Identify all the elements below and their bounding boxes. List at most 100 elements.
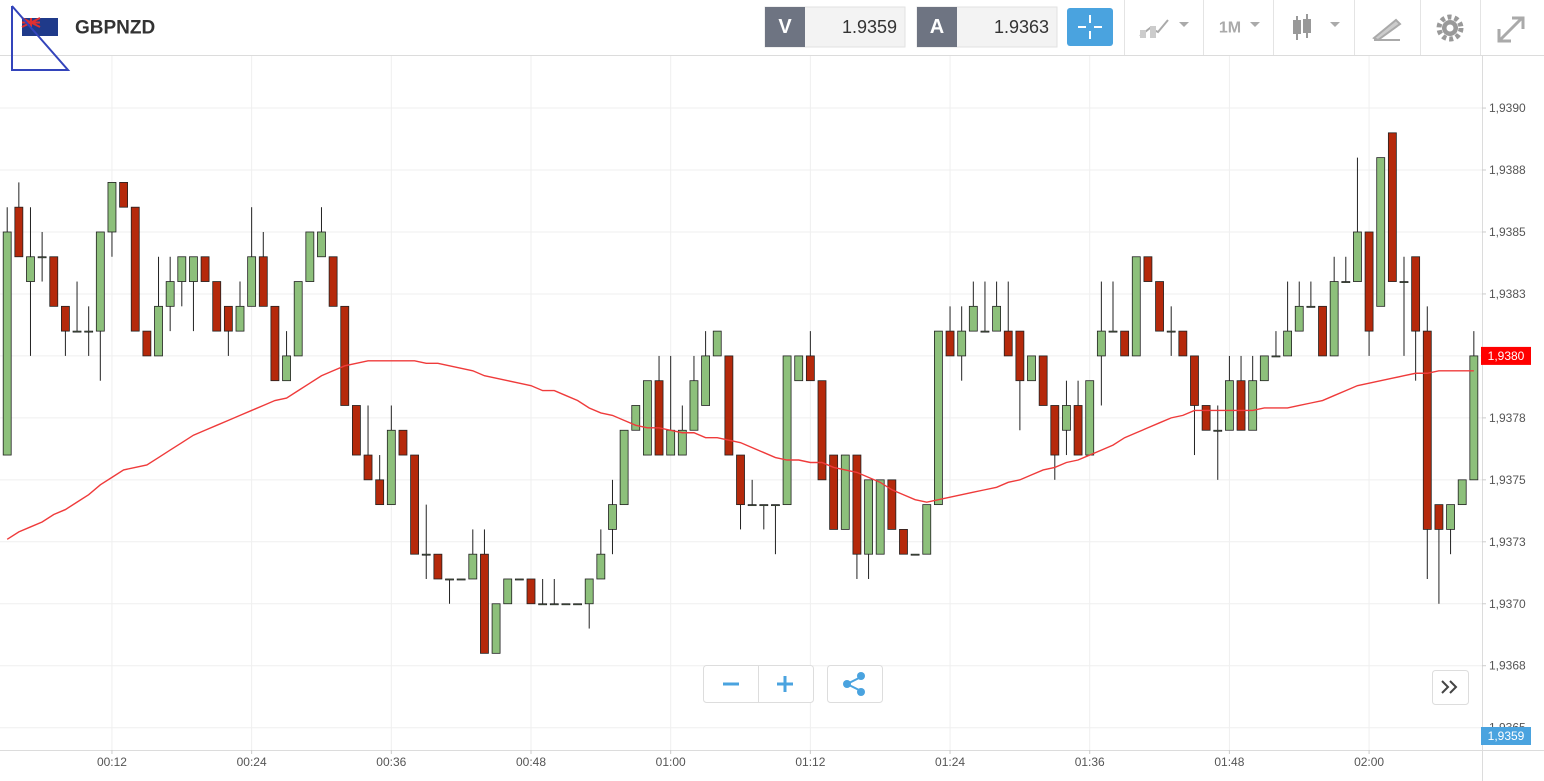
candle [503,578,513,605]
candle [934,330,943,506]
ask-price: 1.9363 [994,17,1049,37]
candle-body [142,330,152,357]
candle-body [72,330,82,333]
candle-body [1318,305,1327,357]
candle [724,355,734,456]
y-tick-label: 1,9385 [1489,225,1526,239]
candle-body [282,355,291,382]
toolbar-separators [1124,0,1481,55]
candle-body [1062,405,1071,431]
candle-body [177,256,187,282]
candle-body [1178,330,1188,357]
bars-icon [1140,30,1146,38]
candle-body [165,281,175,307]
candle-body [608,504,617,530]
candle [910,553,920,556]
candle [293,281,303,357]
share-button[interactable] [843,672,865,696]
flag-icon [11,5,71,71]
candle-body [747,504,757,507]
candle-body [840,454,850,530]
candle-body [410,454,420,555]
candle-body [1108,330,1118,333]
candle-body [1399,281,1409,283]
candle [456,578,466,581]
plot-area [0,56,1482,750]
candle-body [340,305,350,406]
dropdown-arrow [1330,22,1340,27]
candle [561,603,571,606]
candle [1318,305,1327,357]
candle-body [992,305,1001,332]
x-tick-label: 00:24 [237,755,267,769]
candle [759,504,769,530]
x-tick-label: 01:24 [935,755,965,769]
fullscreen-button[interactable] [1497,16,1525,43]
candle [584,578,594,629]
candle [514,578,524,581]
candle-body [1073,405,1083,456]
candle-body [328,256,338,307]
candle-body [1038,355,1048,406]
candle [72,281,82,333]
candle [189,256,198,332]
candle-body [445,578,454,581]
draw-button[interactable] [1372,18,1402,42]
candle [84,306,94,356]
candle-body [491,603,501,654]
candle-body [200,256,210,282]
ask-label: A [930,16,944,38]
candle [177,256,187,307]
candle-body [945,330,955,357]
candle-body [154,305,163,357]
candle-body [258,256,268,307]
settings-button[interactable] [1436,14,1464,42]
candle [538,578,548,606]
candle [945,306,955,357]
candle [119,182,128,208]
axes: 1,93651,93681,93701,93731,93751,93781,93… [97,101,1531,769]
candle-body [899,529,908,555]
candle [1166,306,1176,356]
candle-body [677,429,687,456]
candle-body [1096,330,1106,357]
candle [247,207,257,307]
crosshair-button[interactable] [1067,8,1113,46]
candle-body [386,429,396,506]
candle [282,331,291,382]
candle [1201,405,1211,431]
candle [375,455,385,506]
candle [1003,281,1013,357]
candle [573,603,582,606]
scroll-right-button[interactable] [1432,670,1469,705]
candle-body [736,454,745,506]
candle [1096,281,1106,406]
selection-triangle [11,5,71,71]
candle-body [1446,504,1455,530]
candle [1062,380,1071,456]
candle-body [1085,380,1095,456]
x-tick-label: 00:36 [376,755,406,769]
candle-body [95,231,105,332]
chart-type-button[interactable] [1139,19,1189,38]
candle [2,207,12,456]
candle-body [596,553,606,580]
share-node [843,680,851,688]
candle [1387,132,1397,282]
zoom-in-button[interactable] [777,676,793,692]
candle-body [689,380,699,431]
candle-body [26,256,35,282]
candle [1329,256,1339,357]
candle [445,578,454,604]
timeframe-button[interactable]: 1M [1219,20,1260,37]
candle-body [1329,281,1339,357]
candle-body [1422,330,1432,530]
candle-body [829,454,839,530]
candle-body [398,429,408,456]
candle-body [631,405,641,431]
candle-style-button[interactable] [1293,14,1340,40]
candle [433,553,443,580]
candle-body [759,504,769,507]
candle [165,256,175,332]
